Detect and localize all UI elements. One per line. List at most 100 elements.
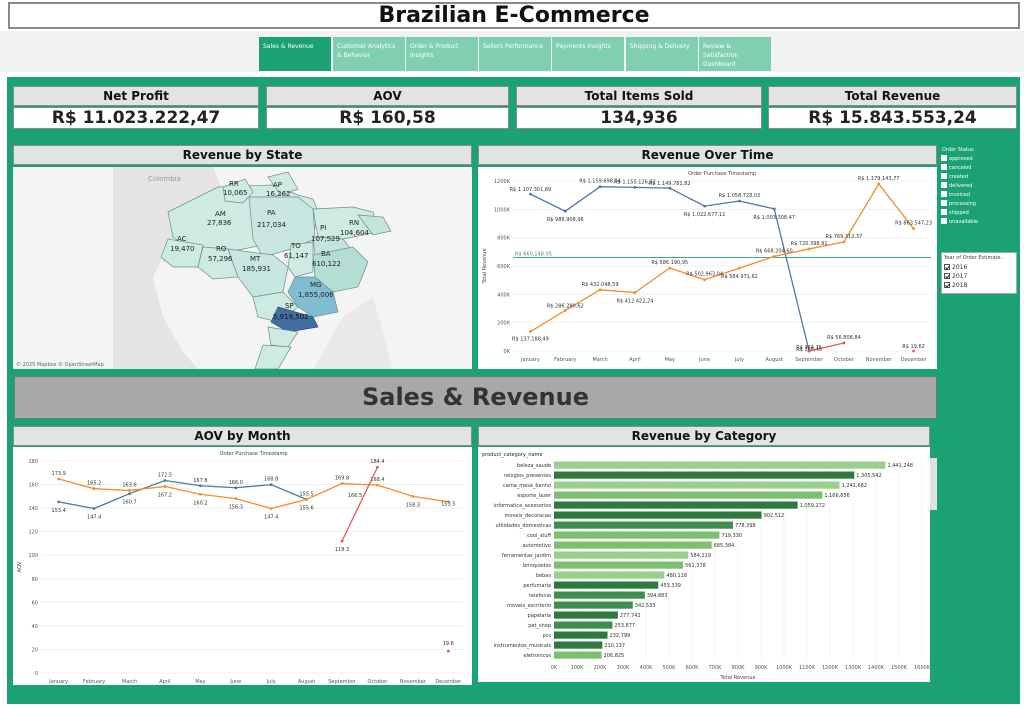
checkbox-icon[interactable] bbox=[944, 281, 950, 288]
checkbox-icon[interactable] bbox=[941, 208, 947, 215]
checkbox-icon[interactable] bbox=[941, 154, 947, 161]
legend-year-item[interactable]: 2017 bbox=[944, 272, 1014, 281]
nav-tab[interactable]: Review & Satisfaction Dashboard bbox=[699, 37, 771, 71]
checkbox-icon[interactable] bbox=[944, 272, 950, 279]
y-axis-label: AOV bbox=[17, 561, 23, 572]
y-tick-label: 40 bbox=[32, 624, 38, 630]
kpi-label: Total Revenue bbox=[768, 86, 1017, 106]
nav-tab[interactable]: Sales & Revenue bbox=[259, 37, 331, 71]
x-tick-label: April bbox=[629, 357, 640, 363]
y-tick-label: 120 bbox=[28, 530, 38, 536]
data-label: 172.5 bbox=[158, 473, 172, 479]
revenue-over-time-chart[interactable]: Order Purchase Timestamp 0K 200K 400K 600K 80… bbox=[478, 167, 937, 369]
data-point bbox=[563, 209, 567, 213]
nav-tab[interactable]: Sellers Performance bbox=[479, 37, 551, 71]
bar-value-label: 1,305,542 bbox=[856, 473, 881, 479]
category-bar bbox=[554, 541, 712, 549]
x-tick-label: January bbox=[520, 357, 540, 363]
bar-value-label: 232,799 bbox=[610, 633, 631, 639]
data-point bbox=[234, 486, 238, 490]
legend-year-item[interactable]: 2016 bbox=[944, 263, 1014, 272]
data-point bbox=[376, 465, 379, 469]
nav-tab[interactable]: Shipping & Delivery bbox=[626, 37, 698, 71]
data-label: 166.0 bbox=[229, 480, 243, 486]
bar-value-label: 210,137 bbox=[604, 643, 625, 649]
checkbox-icon[interactable] bbox=[941, 163, 947, 170]
data-label: R$ 1.003.308,47 bbox=[753, 215, 795, 221]
checkbox-icon[interactable] bbox=[941, 190, 947, 197]
legend-status-item[interactable]: shipped bbox=[941, 208, 1017, 218]
order-status-legend-title: Order Status bbox=[942, 147, 974, 153]
legend-status-item[interactable]: processing bbox=[941, 199, 1017, 209]
data-label: 147.4 bbox=[87, 515, 101, 521]
aov-by-month-chart[interactable]: Order Purchase Timestamp 0 20 40 60 80 100 120 1… bbox=[13, 447, 472, 685]
legend-status-item[interactable]: canceled bbox=[941, 163, 1017, 173]
category-label: eletronicos bbox=[524, 653, 552, 659]
data-point bbox=[446, 500, 450, 504]
checkbox-icon[interactable] bbox=[941, 217, 947, 224]
legend-status-item[interactable]: delivered bbox=[941, 181, 1017, 191]
x-tick-label: 1500K bbox=[891, 665, 908, 671]
state-code: MT bbox=[250, 255, 261, 263]
state-code: TO bbox=[290, 242, 301, 250]
section-banner: Sales & Revenue bbox=[14, 376, 937, 419]
aov-by-month-title: AOV by Month bbox=[13, 426, 472, 446]
data-label: R$ 19,62 bbox=[902, 344, 925, 350]
x-tick-label: July bbox=[266, 679, 276, 685]
state-value: 1,855,006 bbox=[298, 291, 334, 299]
state-shape-ro bbox=[197, 246, 239, 280]
data-label: 173.9 bbox=[52, 471, 66, 477]
data-label: 147.4 bbox=[264, 515, 278, 521]
kpi-label: Net Profit bbox=[13, 86, 259, 106]
bar-value-label: 778,398 bbox=[735, 523, 756, 529]
checkbox-icon[interactable] bbox=[944, 263, 950, 270]
data-label: R$ 137.188,49 bbox=[512, 337, 549, 343]
revenue-by-category-chart[interactable]: product_category_name 0K 100K 200K 300K 400K 5… bbox=[478, 447, 931, 682]
checkbox-icon[interactable] bbox=[941, 181, 947, 188]
data-point bbox=[703, 278, 706, 282]
legend-status-item[interactable]: invoiced bbox=[941, 190, 1017, 200]
revenue-by-state-map[interactable]: Colombia Peru RR 10,065 AP 16,262 AM 27,… bbox=[13, 167, 472, 369]
data-label: 153.5 bbox=[441, 502, 455, 508]
x-tick-label: 0K bbox=[551, 665, 558, 671]
x-tick-label: October bbox=[834, 357, 855, 363]
category-label: bebes bbox=[536, 573, 552, 579]
state-shape-sp bbox=[270, 306, 319, 333]
kpi-aov: AOV R$ 160,58 bbox=[266, 86, 509, 129]
kpi-label: Total Items Sold bbox=[516, 86, 762, 106]
x-tick-label: April bbox=[159, 679, 170, 685]
legend-status-item[interactable]: created bbox=[941, 172, 1017, 182]
x-tick-label: 100K bbox=[571, 665, 585, 671]
bar-value-label: 1,241,682 bbox=[842, 483, 867, 489]
legend-status-item[interactable]: approved bbox=[941, 154, 1017, 164]
legend-status-label: approved bbox=[949, 156, 973, 162]
bar-value-label: 342,533 bbox=[635, 603, 656, 609]
data-point bbox=[376, 483, 379, 487]
kpi-value: R$ 11.023.222,47 bbox=[13, 107, 259, 129]
data-point bbox=[529, 330, 532, 333]
nav-tab[interactable]: Customer Analytics & Behavior bbox=[333, 37, 405, 71]
x-tick-label: August bbox=[298, 679, 316, 685]
legend-status-label: delivered bbox=[949, 183, 973, 189]
checkbox-icon[interactable] bbox=[941, 199, 947, 206]
data-label: R$ 586.190,95 bbox=[651, 260, 688, 266]
category-scrollbar[interactable] bbox=[930, 458, 937, 510]
data-point bbox=[668, 266, 672, 270]
checkbox-icon[interactable] bbox=[941, 172, 947, 179]
nav-tab[interactable]: Payments Insights bbox=[552, 37, 624, 71]
nav-tab[interactable]: Order & Product Insights bbox=[406, 37, 478, 71]
state-code: SP bbox=[285, 302, 294, 310]
data-label: R$ 1.107.301,89 bbox=[510, 187, 552, 193]
data-label: R$ 1.022.677,11 bbox=[684, 212, 726, 218]
category-bar bbox=[554, 521, 734, 529]
legend-year-item[interactable]: 2018 bbox=[944, 281, 1014, 290]
revenue-over-time-svg: Order Purchase Timestamp 0K 200K 400K 600K 80… bbox=[482, 171, 932, 363]
category-bar bbox=[554, 591, 645, 599]
data-label: 167.2 bbox=[158, 492, 172, 498]
x-tick-label: 800K bbox=[732, 665, 746, 671]
category-bar bbox=[554, 531, 720, 539]
category-label: perfumaria bbox=[523, 583, 551, 589]
legend-status-item[interactable]: unavailable bbox=[941, 217, 1017, 227]
data-label: 155.6 bbox=[299, 505, 313, 511]
data-label: R$ 1.149.781,82 bbox=[649, 181, 691, 187]
